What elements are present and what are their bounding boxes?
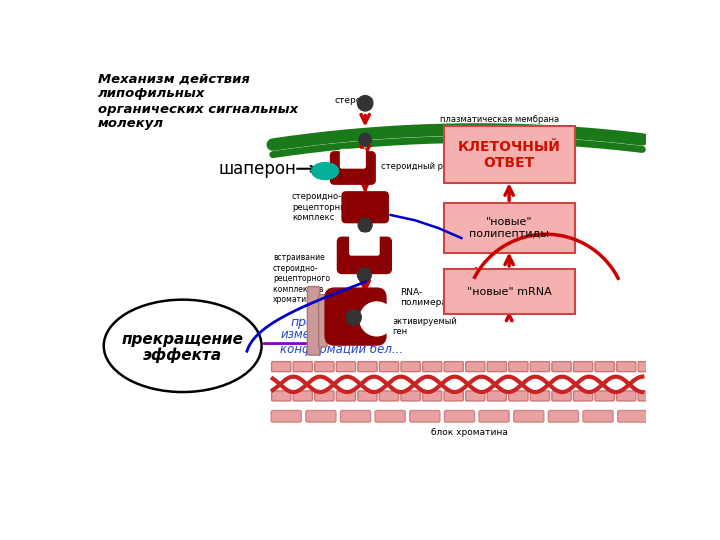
FancyBboxPatch shape: [487, 391, 506, 401]
FancyBboxPatch shape: [616, 391, 636, 401]
FancyBboxPatch shape: [410, 410, 440, 422]
Text: стероид: стероид: [334, 96, 374, 105]
FancyBboxPatch shape: [531, 391, 549, 401]
FancyBboxPatch shape: [375, 410, 405, 422]
FancyBboxPatch shape: [552, 391, 571, 401]
FancyBboxPatch shape: [330, 152, 375, 184]
FancyBboxPatch shape: [358, 362, 377, 372]
FancyBboxPatch shape: [315, 362, 334, 372]
FancyBboxPatch shape: [466, 391, 485, 401]
Text: Механизм действия
липофильных
органических сигнальных
молекул: Механизм действия липофильных органическ…: [98, 72, 298, 131]
FancyBboxPatch shape: [307, 287, 320, 355]
Text: блок хроматина: блок хроматина: [431, 428, 508, 437]
Text: активируемый
ген: активируемый ген: [392, 317, 457, 336]
Text: стероидный рецептор: стероидный рецептор: [381, 162, 480, 171]
FancyBboxPatch shape: [325, 288, 386, 345]
FancyBboxPatch shape: [271, 410, 301, 422]
FancyBboxPatch shape: [616, 362, 636, 372]
FancyBboxPatch shape: [293, 391, 312, 401]
Text: шаперон: шаперон: [219, 160, 297, 178]
FancyBboxPatch shape: [444, 362, 464, 372]
FancyBboxPatch shape: [315, 391, 334, 401]
Text: "новые" mRNA: "новые" mRNA: [467, 287, 552, 297]
Text: RNA-
полимераза: RNA- полимераза: [400, 288, 457, 307]
FancyBboxPatch shape: [549, 410, 578, 422]
Ellipse shape: [104, 300, 261, 392]
FancyBboxPatch shape: [401, 362, 420, 372]
Text: "новые"
полипептиды: "новые" полипептиды: [469, 217, 549, 239]
FancyBboxPatch shape: [573, 362, 593, 372]
Text: протеолиз: протеолиз: [290, 316, 359, 329]
FancyBboxPatch shape: [423, 391, 442, 401]
Text: прекращение: прекращение: [122, 332, 243, 347]
Text: плазматическая мембрана: плазматическая мембрана: [441, 115, 559, 124]
Circle shape: [359, 218, 372, 232]
FancyBboxPatch shape: [514, 410, 544, 422]
FancyBboxPatch shape: [638, 362, 657, 372]
Ellipse shape: [312, 163, 338, 179]
FancyBboxPatch shape: [444, 269, 575, 314]
FancyBboxPatch shape: [595, 362, 614, 372]
Text: КЛЕТОЧНЫЙ
ОТВЕТ: КЛЕТОЧНЫЙ ОТВЕТ: [458, 140, 561, 170]
FancyBboxPatch shape: [552, 362, 571, 372]
FancyBboxPatch shape: [379, 362, 399, 372]
Text: изменения
конформации бел...: изменения конформации бел...: [281, 328, 404, 356]
FancyBboxPatch shape: [618, 410, 648, 422]
FancyBboxPatch shape: [479, 410, 509, 422]
FancyBboxPatch shape: [509, 362, 528, 372]
FancyBboxPatch shape: [293, 362, 312, 372]
Circle shape: [357, 96, 373, 111]
FancyBboxPatch shape: [487, 362, 506, 372]
FancyBboxPatch shape: [531, 362, 549, 372]
FancyBboxPatch shape: [271, 362, 291, 372]
FancyBboxPatch shape: [379, 391, 399, 401]
FancyBboxPatch shape: [336, 362, 356, 372]
FancyBboxPatch shape: [444, 410, 474, 422]
FancyBboxPatch shape: [341, 150, 365, 168]
FancyBboxPatch shape: [306, 410, 336, 422]
FancyBboxPatch shape: [466, 362, 485, 372]
FancyBboxPatch shape: [336, 391, 356, 401]
FancyBboxPatch shape: [338, 237, 392, 273]
FancyBboxPatch shape: [342, 192, 388, 222]
FancyBboxPatch shape: [423, 362, 442, 372]
FancyBboxPatch shape: [444, 391, 464, 401]
FancyBboxPatch shape: [358, 391, 377, 401]
Circle shape: [359, 133, 372, 146]
Text: эффекта: эффекта: [143, 347, 222, 363]
Text: встраивание
стероидно-
рецепторного
комплекса в
хроматин: встраивание стероидно- рецепторного комп…: [273, 253, 330, 304]
FancyBboxPatch shape: [573, 391, 593, 401]
FancyBboxPatch shape: [350, 233, 379, 255]
FancyBboxPatch shape: [583, 410, 613, 422]
Circle shape: [357, 268, 372, 282]
FancyBboxPatch shape: [271, 391, 291, 401]
FancyBboxPatch shape: [444, 204, 575, 253]
FancyBboxPatch shape: [401, 391, 420, 401]
FancyBboxPatch shape: [509, 391, 528, 401]
FancyBboxPatch shape: [341, 410, 371, 422]
FancyBboxPatch shape: [444, 126, 575, 184]
FancyBboxPatch shape: [318, 295, 327, 347]
Text: стероидно-
рецепторный
комплекс: стероидно- рецепторный комплекс: [292, 192, 352, 222]
Circle shape: [360, 302, 394, 336]
Circle shape: [346, 309, 361, 325]
FancyBboxPatch shape: [638, 391, 657, 401]
FancyBboxPatch shape: [595, 391, 614, 401]
